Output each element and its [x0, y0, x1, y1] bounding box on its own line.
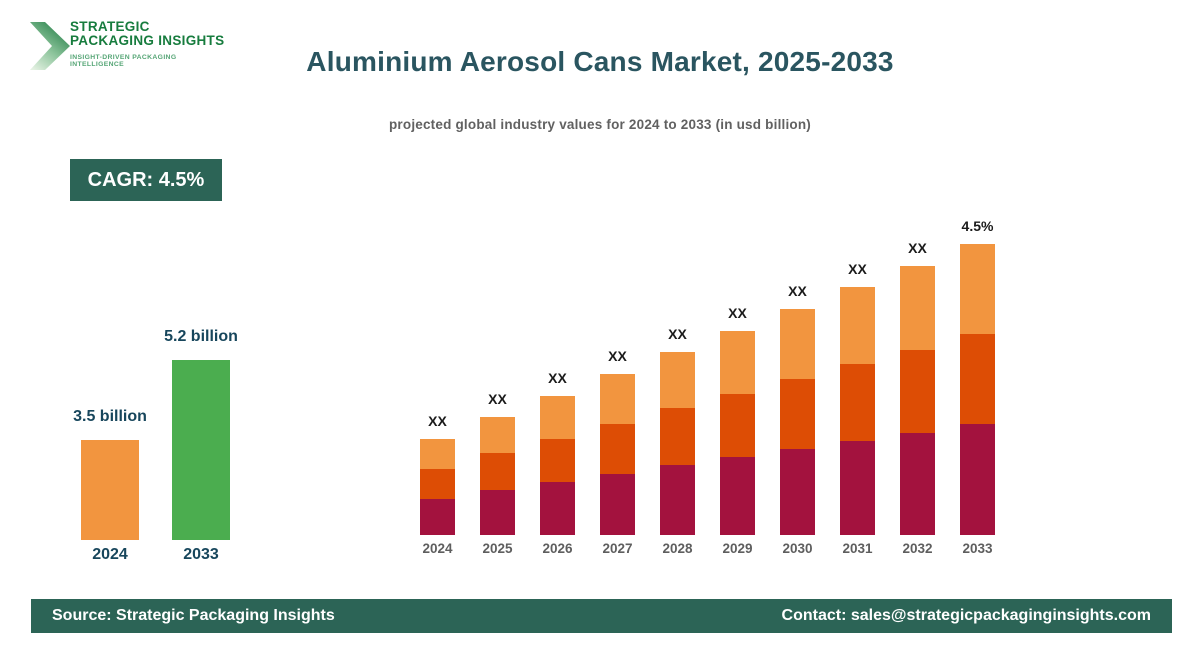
stacked-segment-top	[480, 417, 515, 453]
stacked-segment-bottom	[480, 490, 515, 535]
stacked-bar-year-label: 2033	[962, 541, 993, 556]
page-title: Aluminium Aerosol Cans Market, 2025-2033	[306, 46, 894, 77]
footer-source: Source: Strategic Packaging Insights	[52, 607, 335, 624]
logo-text: STRATEGIC PACKAGING INSIGHTS INSIGHT-DRI…	[70, 19, 230, 69]
stacked-segment-middle	[720, 394, 755, 457]
stacked-bar-value-label: XX	[788, 283, 807, 299]
stacked-segment-bottom	[420, 499, 455, 535]
logo-tagline: INSIGHT-DRIVEN PACKAGING INTELLIGENCE	[70, 54, 177, 68]
stacked-segment-top	[420, 439, 455, 469]
summary-bar	[81, 440, 139, 540]
logo: STRATEGIC PACKAGING INSIGHTS INSIGHT-DRI…	[30, 16, 230, 72]
stacked-segment-top	[600, 374, 635, 424]
stacked-bar-group: XX 2028	[660, 326, 695, 556]
summary-bar	[172, 360, 230, 540]
stacked-bar-group: XX 2026	[540, 370, 575, 556]
stacked-segment-top	[840, 287, 875, 364]
summary-bar-value-label: 3.5 billion	[73, 408, 147, 425]
stacked-bar-value-label: XX	[548, 370, 567, 386]
chevron-arrow-icon	[30, 22, 70, 70]
stacked-segment-bottom	[600, 474, 635, 535]
stacked-segment-middle	[840, 364, 875, 441]
stacked-segment-bottom	[900, 433, 935, 535]
footer-contact: Contact: sales@strategicpackaginginsight…	[781, 607, 1151, 624]
stacked-bar-year-label: 2029	[722, 541, 753, 556]
page-subtitle: projected global industry values for 202…	[388, 117, 812, 132]
stacked-bar-year-label: 2031	[842, 541, 873, 556]
stacked-bar-value-label: XX	[848, 261, 867, 277]
stacked-bar-year-label: 2027	[602, 541, 633, 556]
stacked-bar-group: XX 2024	[420, 413, 455, 556]
stacked-segment-bottom	[840, 441, 875, 535]
stacked-segment-top	[720, 331, 755, 394]
stacked-bar-value-label: XX	[608, 348, 627, 364]
stacked-bar-group: XX 2030	[780, 283, 815, 556]
stacked-segment-top	[900, 266, 935, 350]
summary-bar-year-label: 2033	[183, 546, 219, 563]
stacked-segment-top	[780, 309, 815, 379]
stacked-bar-group: XX 2027	[600, 348, 635, 556]
stacked-bar-value-label: XX	[728, 305, 747, 321]
stacked-bar-year-label: 2024	[422, 541, 453, 556]
stacked-bar-year-label: 2026	[542, 541, 573, 556]
stacked-segment-middle	[600, 424, 635, 474]
stacked-bar-year-label: 2025	[482, 541, 513, 556]
summary-bar-value-label: 5.2 billion	[164, 328, 238, 345]
stacked-bar-group: XX 2029	[720, 305, 755, 556]
stacked-segment-top	[660, 352, 695, 408]
stacked-segment-top	[540, 396, 575, 439]
stacked-bar-value-label: XX	[668, 326, 687, 342]
stacked-segment-bottom	[540, 482, 575, 535]
summary-bar-group: 5.2 billion 2033	[164, 328, 238, 563]
stacked-segment-middle	[540, 439, 575, 482]
logo-line-1: STRATEGIC	[70, 19, 150, 34]
summary-bar-chart: 3.5 billion 2024 5.2 billion 2033	[60, 320, 250, 563]
stacked-segment-top	[960, 244, 995, 334]
stacked-segment-middle	[660, 408, 695, 465]
stacked-segment-middle	[480, 453, 515, 490]
stacked-bar-year-label: 2032	[902, 541, 933, 556]
stacked-bar-value-label: XX	[488, 391, 507, 407]
stacked-segment-middle	[780, 379, 815, 449]
stacked-bar-group: XX 2025	[480, 391, 515, 556]
stacked-bar-value-label: 4.5%	[961, 218, 994, 234]
stacked-bar-value-label: XX	[428, 413, 447, 429]
stacked-segment-middle	[900, 350, 935, 433]
logo-line-2: PACKAGING INSIGHTS	[70, 33, 225, 48]
stacked-segment-bottom	[780, 449, 815, 535]
stacked-segment-middle	[420, 469, 455, 499]
stacked-segment-bottom	[660, 465, 695, 535]
footer-bar: Source: Strategic Packaging Insights Con…	[31, 599, 1172, 633]
stacked-segment-bottom	[960, 424, 995, 535]
stacked-bar-year-label: 2030	[782, 541, 813, 556]
stacked-bar-group: 4.5% 2033	[960, 218, 995, 556]
stacked-segment-bottom	[720, 457, 755, 535]
stacked-bar-year-label: 2028	[662, 541, 693, 556]
stacked-bar-value-label: XX	[908, 240, 927, 256]
cagr-badge: CAGR: 4.5%	[70, 159, 222, 201]
stacked-bar-group: XX 2031	[840, 261, 875, 556]
summary-bar-year-label: 2024	[92, 546, 128, 563]
stacked-bar-group: XX 2032	[900, 240, 935, 556]
stacked-segment-middle	[960, 334, 995, 424]
summary-bar-group: 3.5 billion 2024	[73, 408, 147, 563]
yearly-stacked-bar-chart: XX 2024 XX 2025 XX 2026 XX 2027 XX 2028 XX 2029 XX 20…	[420, 200, 1000, 556]
